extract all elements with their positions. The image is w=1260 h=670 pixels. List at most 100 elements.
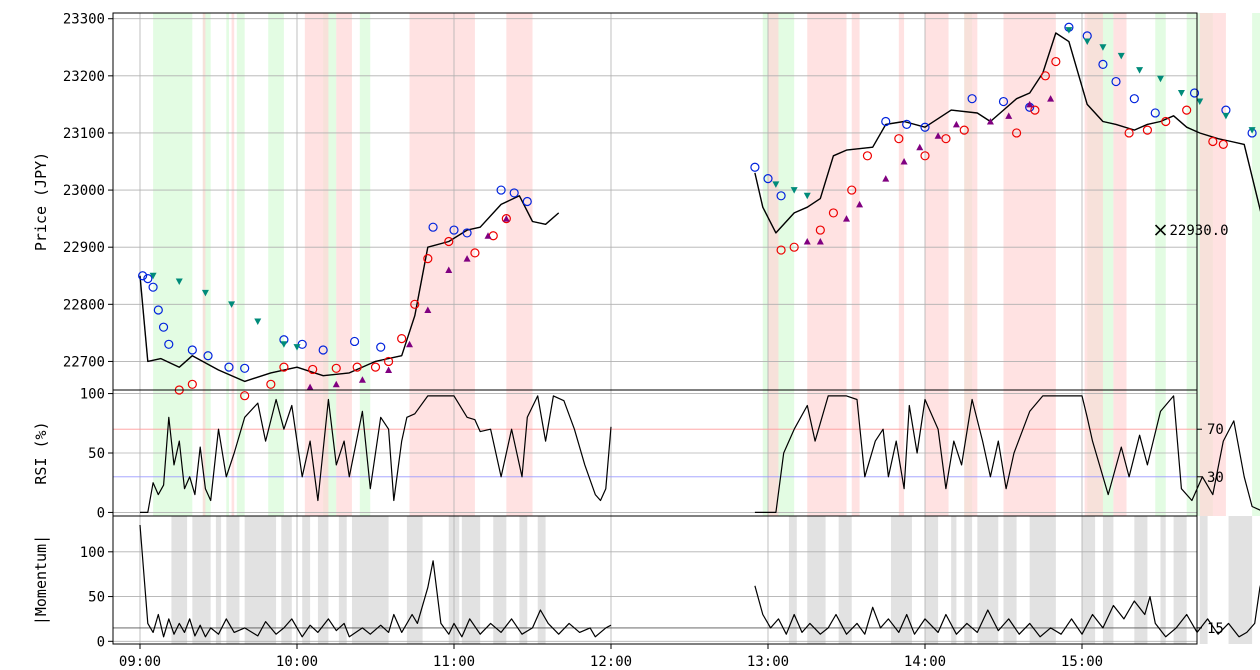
regime-red-band — [1199, 13, 1226, 516]
regime-green-band — [1252, 13, 1260, 516]
lower-band-marker — [776, 245, 786, 255]
momentum-y-tick-label: 0 — [97, 634, 105, 650]
sar-up-marker — [1005, 112, 1013, 119]
upper-band-marker — [750, 162, 760, 172]
upper-band-marker — [881, 116, 891, 127]
upper-band-marker — [496, 185, 506, 195]
momentum-shade-band — [519, 516, 528, 644]
regime-green-band — [359, 13, 371, 516]
momentum-shade-band — [890, 516, 912, 644]
regime-red-band — [304, 13, 329, 516]
momentum-shade-band — [925, 516, 939, 644]
lower-band-marker — [240, 391, 250, 401]
momentum-shade-band — [226, 516, 240, 644]
sar-up-marker — [306, 383, 314, 391]
sar-up-marker — [358, 376, 366, 383]
rsi-y-tick-label: 50 — [88, 446, 105, 462]
price-y-tick-label: 22700 — [63, 354, 105, 370]
momentum-ref-label: 15 — [1207, 621, 1224, 637]
price-axis-title: Price (JPY) — [32, 152, 50, 251]
upper-band-marker — [1111, 76, 1121, 87]
momentum-shade-band — [461, 516, 481, 644]
price-y-tick-label: 22900 — [63, 240, 105, 256]
sar-up-marker — [1026, 100, 1034, 108]
upper-band-marker — [164, 339, 174, 349]
lower-band-marker — [1030, 105, 1040, 115]
sar-up-marker — [934, 132, 942, 139]
price-y-tick-label: 23100 — [63, 126, 105, 142]
sar-up-marker — [332, 380, 340, 388]
sar-up-marker — [424, 306, 432, 314]
lower-band-marker — [352, 362, 362, 372]
sar-down-marker — [149, 272, 157, 280]
rsi-line-morning — [140, 395, 612, 514]
regime-green-band — [202, 13, 211, 516]
regime-green-band — [153, 13, 193, 516]
lower-band-marker — [1161, 116, 1171, 127]
regime-green-band — [1155, 13, 1166, 516]
last-price-label: 22930.0 — [1170, 223, 1229, 239]
regime-red-band — [925, 13, 949, 516]
momentum-panel-frame — [112, 515, 1198, 645]
lower-band-marker — [331, 363, 341, 373]
x-tick-label: 15:00 — [1061, 654, 1103, 670]
upper-band-marker — [1189, 88, 1200, 98]
sar-up-marker — [986, 118, 994, 125]
momentum-line-morning — [139, 524, 612, 638]
momentum-shade-band — [1160, 516, 1166, 644]
lower-band-marker — [847, 185, 857, 195]
sar-down-marker — [1117, 52, 1125, 60]
sar-down-marker — [1065, 27, 1073, 34]
upper-band-marker — [138, 271, 148, 281]
lower-band-marker — [410, 299, 420, 309]
regime-red-band — [506, 13, 533, 516]
upper-band-marker — [349, 336, 360, 347]
momentum-shade-band — [302, 516, 311, 644]
sar-down-marker — [1177, 89, 1185, 97]
momentum-shade-band — [1173, 516, 1187, 644]
momentum-shade-band — [281, 516, 292, 644]
regime-red-band — [1113, 13, 1127, 516]
upper-band-marker — [967, 94, 977, 104]
momentum-shade-band — [1082, 516, 1096, 644]
regime-red-band — [409, 13, 475, 516]
momentum-shade-band — [1228, 516, 1253, 644]
price-smooth-line-morning — [139, 195, 560, 383]
regime-red-band — [1003, 13, 1056, 516]
rsi-ref-label: 70 — [1207, 422, 1224, 438]
sar-down-marker — [1222, 112, 1230, 120]
lower-band-marker — [423, 254, 433, 264]
upper-band-marker — [1098, 59, 1108, 70]
regime-red-band — [768, 13, 779, 516]
x-tick-label: 11:00 — [433, 654, 475, 670]
lower-band-marker — [894, 134, 904, 144]
regime-red-band — [964, 13, 978, 516]
lower-band-marker — [383, 356, 394, 367]
regime-red-band — [807, 13, 847, 516]
x-tick-label: 10:00 — [276, 654, 318, 670]
upper-band-marker — [902, 119, 912, 129]
momentum-shade-band — [951, 516, 957, 644]
upper-band-marker — [224, 362, 234, 372]
sar-down-marker — [228, 301, 236, 308]
upper-band-marker — [509, 188, 519, 198]
sar-up-marker — [385, 366, 393, 374]
price-y-tick-label: 23200 — [63, 69, 105, 85]
lower-band-marker — [501, 214, 511, 224]
lower-band-marker — [862, 151, 873, 161]
sar-down-marker — [772, 181, 780, 188]
regime-green-band — [226, 13, 229, 516]
momentum-shade-band — [1102, 516, 1114, 644]
upper-band-marker — [763, 174, 773, 184]
lower-band-marker — [789, 242, 799, 252]
sar-up-marker — [803, 237, 811, 245]
upper-band-marker — [1150, 108, 1160, 118]
sar-up-marker — [445, 266, 453, 274]
sar-up-marker — [1047, 95, 1055, 102]
momentum-shade-band — [1134, 516, 1148, 644]
momentum-shade-band — [977, 516, 999, 644]
lower-band-marker — [959, 125, 969, 135]
rsi-y-tick-label: 100 — [80, 387, 105, 403]
lower-band-marker — [444, 236, 454, 247]
sar-down-marker — [1099, 44, 1107, 51]
